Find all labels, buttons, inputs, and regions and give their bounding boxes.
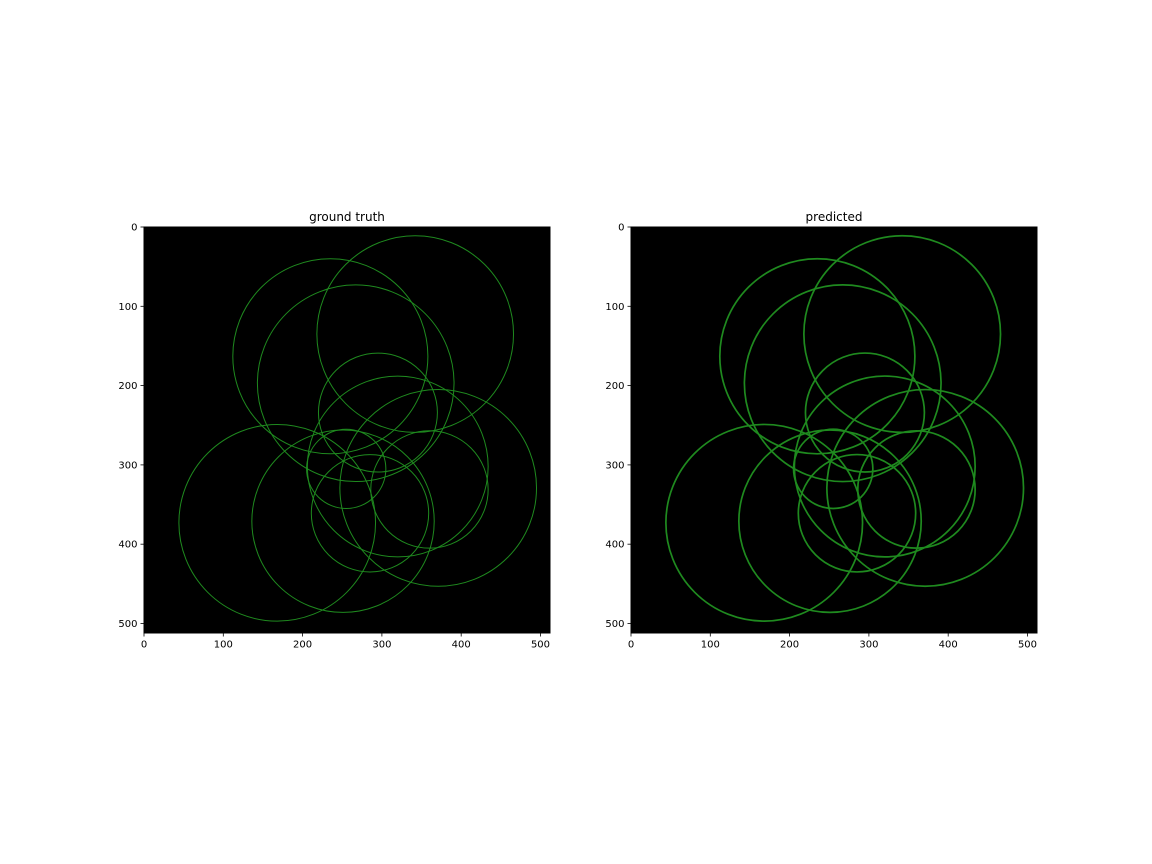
ground-truth-x-tick-label-400: 400 <box>452 640 471 651</box>
predicted-y-tick-label-0: 0 <box>618 223 624 234</box>
predicted-x-tick-label-300: 300 <box>859 640 878 651</box>
ground-truth-circle-7 <box>370 430 489 549</box>
ground-truth-circle-4 <box>317 352 438 473</box>
ground-truth-y-tick-label-200: 200 <box>118 381 137 392</box>
ground-truth-x-axis: 0 100 200 300 400 500 <box>141 633 550 651</box>
predicted-x-axis: 0 100 200 300 400 500 <box>628 633 1037 651</box>
ground-truth-circle-6 <box>339 389 538 587</box>
ground-truth-panel: ground truth 0 100 200 300 400 500 0 100 200 300… <box>118 210 551 651</box>
predicted-y-axis: 0 100 200 300 400 500 <box>605 223 631 630</box>
predicted-title: predicted <box>806 210 863 224</box>
predicted-x-tick-label-500: 500 <box>1018 640 1037 651</box>
ground-truth-y-tick-label-300: 300 <box>118 460 137 471</box>
ground-truth-circle-2 <box>232 258 429 455</box>
ground-truth-circle-5 <box>306 375 489 558</box>
ground-truth-y-tick-label-100: 100 <box>118 302 137 313</box>
ground-truth-frame <box>143 226 551 634</box>
ground-truth-x-tick-label-300: 300 <box>372 640 391 651</box>
predicted-circle-4 <box>804 352 926 473</box>
predicted-x-tick-label-100: 100 <box>701 640 720 651</box>
predicted-circle-3 <box>743 284 942 483</box>
ground-truth-circle-3 <box>256 284 455 483</box>
ground-truth-y-axis: 0 100 200 300 400 500 <box>118 223 144 630</box>
predicted-x-tick-label-0: 0 <box>628 640 634 651</box>
predicted-y-tick-label-300: 300 <box>605 460 624 471</box>
predicted-y-tick-label-200: 200 <box>605 381 624 392</box>
predicted-circle-11 <box>797 453 917 573</box>
predicted-x-tick-label-400: 400 <box>939 640 958 651</box>
ground-truth-circle-9 <box>178 423 377 622</box>
ground-truth-title: ground truth <box>309 210 385 224</box>
predicted-circle-10 <box>737 429 923 614</box>
ground-truth-x-tick-label-200: 200 <box>293 640 312 651</box>
ground-truth-x-tick-label-100: 100 <box>214 640 233 651</box>
ground-truth-circles <box>178 235 538 622</box>
predicted-circle-9 <box>665 423 864 622</box>
ground-truth-y-tick-label-0: 0 <box>131 223 137 234</box>
ground-truth-circle-11 <box>310 454 430 573</box>
ground-truth-circle-8 <box>306 428 387 510</box>
ground-truth-circle-10 <box>251 429 435 613</box>
predicted-y-tick-label-500: 500 <box>605 619 624 630</box>
predicted-y-tick-label-400: 400 <box>605 540 624 551</box>
ground-truth-y-tick-label-500: 500 <box>118 619 137 630</box>
predicted-circle-2 <box>718 257 916 455</box>
ground-truth-y-tick-label-400: 400 <box>118 540 137 551</box>
predicted-y-tick-label-100: 100 <box>605 302 624 313</box>
predicted-panel: predicted 0 100 200 300 400 500 0 100 200 300 400… <box>605 210 1038 651</box>
ground-truth-x-tick-label-0: 0 <box>141 640 147 651</box>
predicted-circle-6 <box>826 388 1025 588</box>
predicted-frame <box>630 226 1038 634</box>
predicted-circles <box>665 234 1025 622</box>
ground-truth-x-tick-label-500: 500 <box>531 640 550 651</box>
predicted-x-tick-label-200: 200 <box>780 640 799 651</box>
